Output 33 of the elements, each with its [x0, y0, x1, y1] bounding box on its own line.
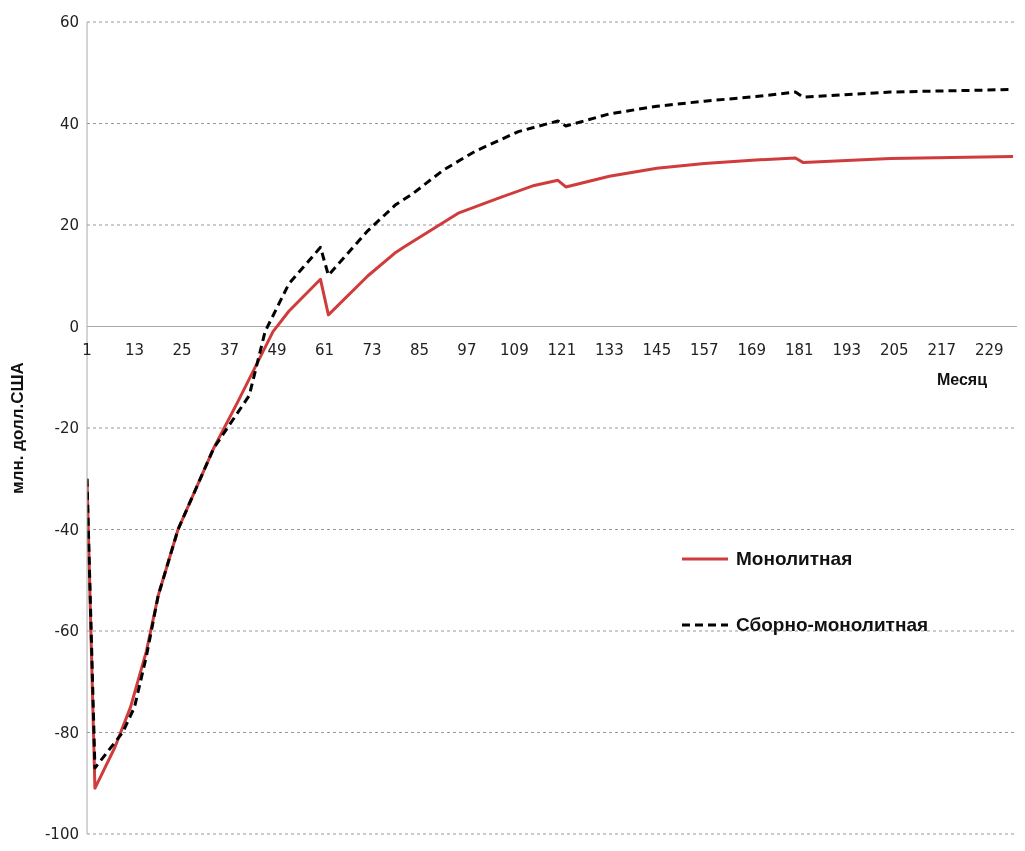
y-tick-label: -100	[44, 825, 79, 844]
x-tick-label: 61	[314, 340, 334, 359]
legend-label: Сборно-монолитная	[736, 614, 929, 636]
x-tick-label: 229	[974, 340, 1004, 359]
x-tick-label: 121	[547, 340, 577, 359]
y-tick-label: -20	[54, 419, 79, 438]
x-tick-label: 193	[832, 340, 862, 359]
y-tick-label: -40	[54, 520, 79, 539]
x-tick-label: 169	[737, 340, 767, 359]
y-tick-label: -60	[54, 622, 79, 641]
x-tick-label: 145	[642, 340, 672, 359]
x-tick-label: 25	[172, 340, 192, 359]
legend-label: Монолитная	[736, 548, 853, 570]
x-tick-label: 133	[595, 340, 624, 359]
y-tick-label: 60	[59, 13, 79, 32]
x-tick-label: 85	[409, 340, 429, 359]
y-tick-label: 0	[69, 317, 79, 336]
x-tick-label: 73	[362, 340, 382, 359]
x-tick-label: 109	[500, 340, 529, 359]
y-tick-label: 40	[59, 114, 79, 133]
x-tick-label: 97	[457, 340, 477, 359]
y-tick-label: 20	[59, 216, 79, 235]
x-tick-label: 205	[880, 340, 909, 359]
x-tick-label: 49	[267, 340, 287, 359]
x-tick-label: 157	[690, 340, 719, 359]
x-tick-label: 217	[927, 340, 957, 359]
y-axis-title: млн. долл.США	[8, 362, 28, 494]
x-tick-label: 37	[219, 340, 240, 359]
x-tick-label: 13	[124, 340, 145, 359]
x-axis-title: Месяц	[936, 370, 987, 389]
x-tick-label: 1	[82, 340, 92, 359]
y-tick-label: -80	[54, 723, 79, 742]
x-tick-label: 181	[785, 340, 814, 359]
